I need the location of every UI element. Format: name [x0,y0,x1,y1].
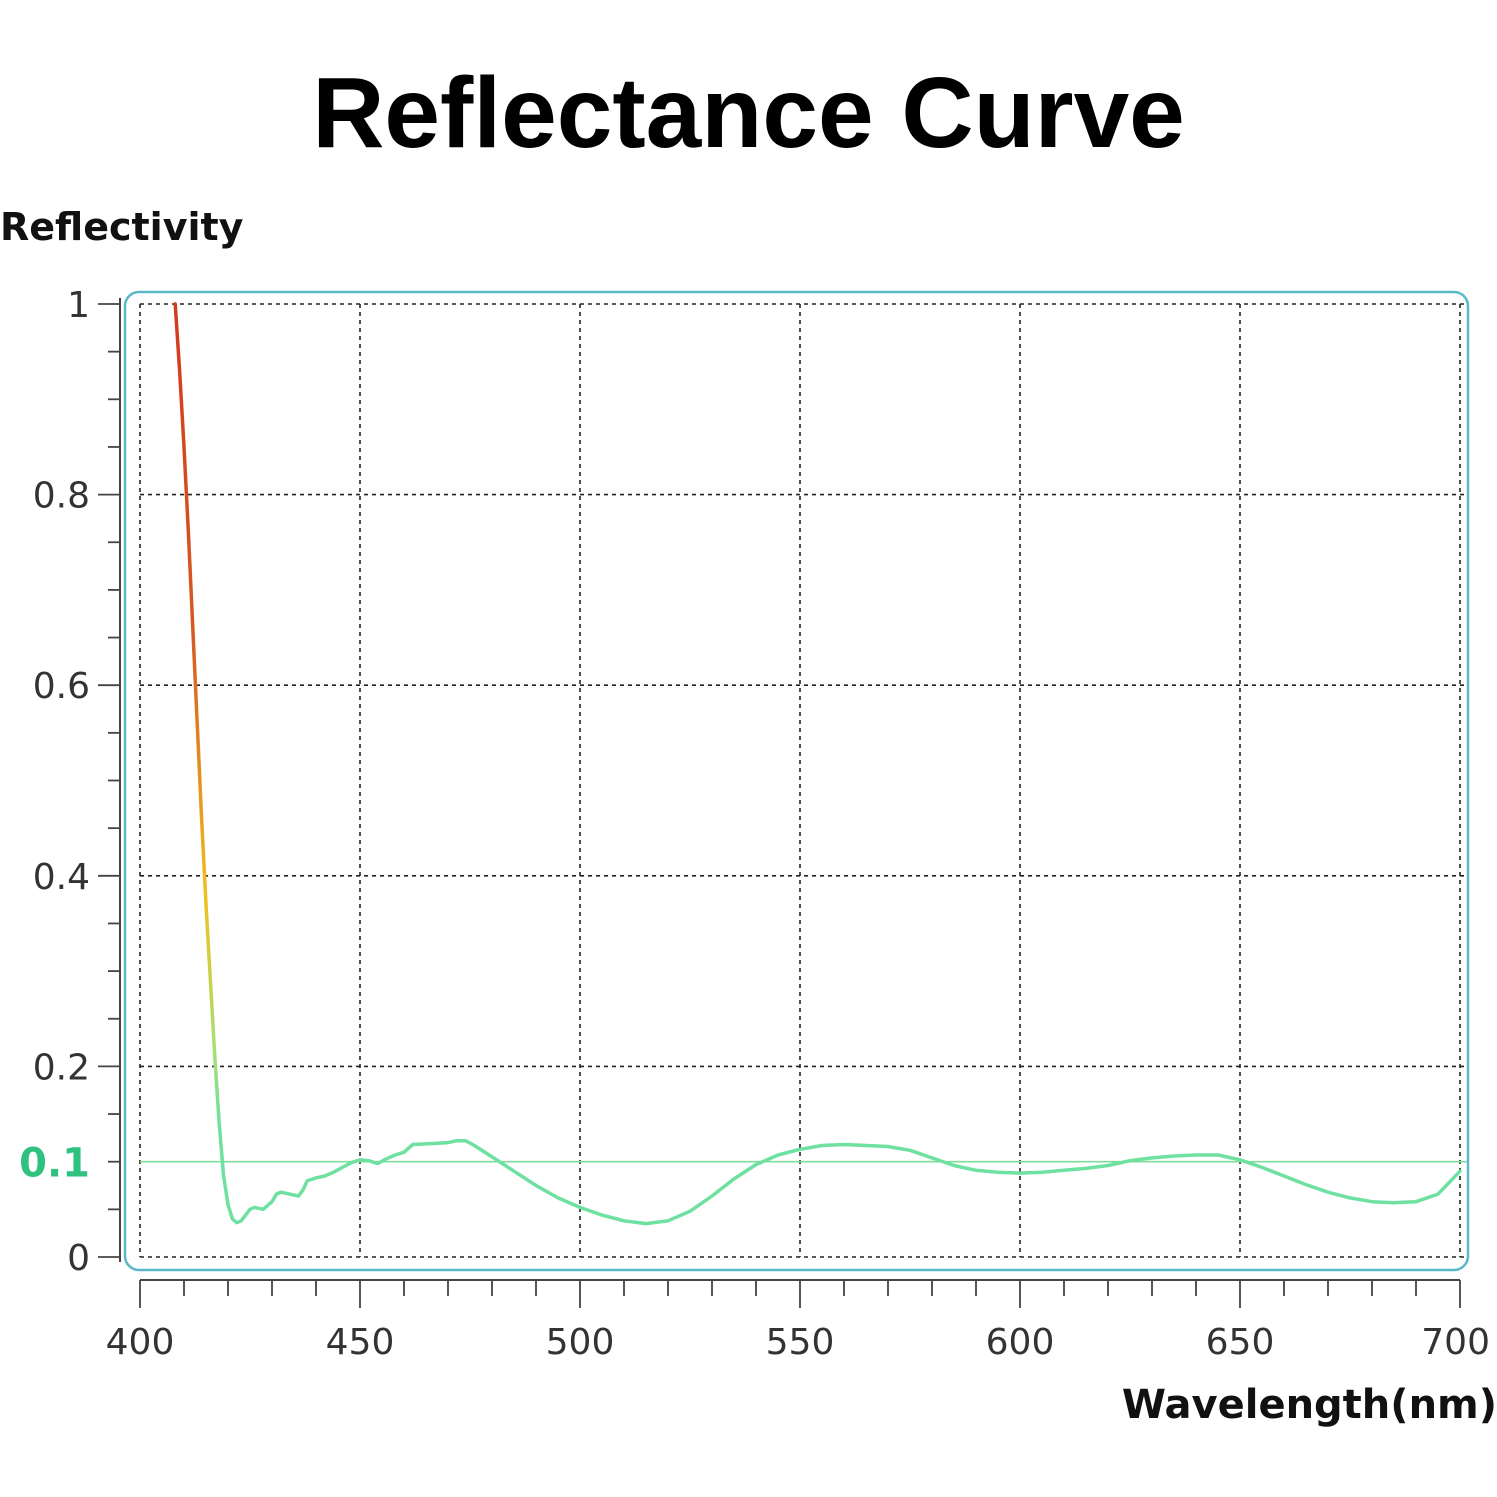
x-tick-label: 700 [1421,1322,1490,1363]
series-group [173,302,1462,1226]
y-tick-label: 0.2 [33,1047,90,1088]
y-tick-label: 1 [67,285,90,326]
y-tick-label: 0.8 [33,476,90,517]
axes [98,298,1461,1308]
series-line-reflectivity [173,302,1462,1226]
x-tick-label: 450 [326,1322,395,1363]
y-tick-label: 0.6 [33,666,90,707]
y-tick-label: 0 [67,1238,90,1279]
x-tick-label: 550 [766,1322,835,1363]
x-tick-label: 400 [106,1322,175,1363]
grid [139,303,1467,1258]
x-tick-label: 500 [546,1322,615,1363]
plot-frame [123,290,1470,1272]
chart-title: Reflectance Curve [312,57,1185,169]
tick-labels: 0 0.2 0.4 0.6 0.8 1 0.1 400 450 500 550 600 650 700 [19,285,1490,1363]
x-tick-label: 650 [1206,1322,1275,1363]
y-axis-label: Reflectivity [0,205,244,249]
x-tick-label: 600 [986,1322,1055,1363]
y-tick-label: 0.4 [33,857,90,898]
x-axis-label: Wavelength(nm) [1121,1382,1497,1428]
y-tick-label-highlight: 0.1 [19,1141,90,1187]
